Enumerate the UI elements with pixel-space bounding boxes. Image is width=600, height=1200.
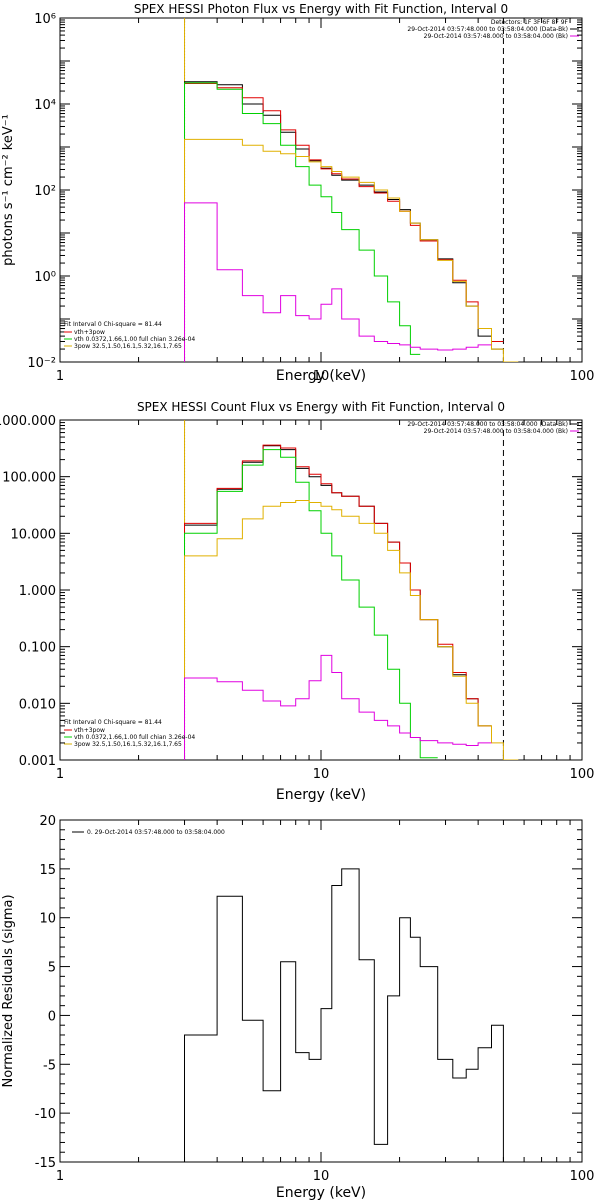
y-tick-label: 1.000 [19, 584, 56, 599]
x-tick-label: 100 [570, 767, 595, 782]
x-tick-label: 10 [313, 1169, 330, 1184]
x-axis-label: Energy (keV) [276, 368, 366, 384]
y-tick-label: 15 [39, 863, 56, 878]
series-1-line [184, 868, 504, 1162]
y-tick-label: 0.010 [19, 697, 56, 712]
chart-panel-3: 1 10 100 -15 -10 -5 0 5 10 15 20 Energy (keV) Normal… [1, 814, 594, 1200]
legend-entry-label: 29-Oct-2014 03:57:48.000 to 03:58:04.000… [407, 26, 568, 33]
y-axis-label: Normalized Residuals (sigma) [1, 894, 16, 1087]
y-axis-label: photons s⁻¹ cm⁻² keV⁻¹ [1, 114, 16, 266]
series-2-line [184, 444, 492, 760]
x-axis-label: Energy (keV) [276, 787, 366, 803]
y-tick-label: 100.000 [2, 471, 56, 486]
y-tick-label: -10 [35, 1107, 56, 1122]
series-4-line [184, 500, 519, 760]
chart-title: SPEX HESSI Count Flux vs Energy with Fit… [137, 400, 505, 414]
y-tick-label: -15 [35, 1156, 56, 1171]
series-3-line [184, 82, 421, 362]
fit-legend-label: 3pow 32.5,1.50,16.1,5.32,16.1,7.65 [74, 343, 182, 350]
fit-legend-label: vth 0.0372,1.66,1.00 full chian 3.26e-04 [74, 734, 195, 741]
x-tick-label: 10 [313, 767, 330, 782]
fit-legend-header: Fit Interval 0 Chi-square = 81.44 [64, 719, 162, 726]
fit-legend-header: Fit Interval 0 Chi-square = 81.44 [64, 321, 162, 328]
x-tick-label: 10 [313, 369, 330, 384]
x-tick-label: 1 [56, 369, 64, 384]
series-3-line [184, 449, 438, 760]
data-layer [184, 420, 519, 760]
y-tick-label: 0.001 [19, 754, 56, 769]
chart-panel-2: SPEX HESSI Count Flux vs Energy with Fit… [0, 400, 594, 803]
fit-legend-label: vth+3pow [74, 329, 105, 336]
y-tick-label: 0.100 [19, 641, 56, 656]
y-tick-label: 10⁴ [34, 98, 56, 113]
x-tick-label: 100 [570, 369, 595, 384]
legend-header: Detectors: 1F 3F 6F 8F 9F [491, 19, 569, 26]
series-2-line [184, 83, 504, 362]
series-5-line [184, 654, 492, 760]
residual-legend-label: 0. 29-Oct-2014 03:57:48.000 to 03:58:04.… [87, 829, 225, 836]
y-tick-label: 10² [34, 184, 56, 199]
fit-legend-label: vth 0.0372,1.66,1.00 full chian 3.26e-04 [74, 336, 195, 343]
fit-legend-label: vth+3pow [74, 727, 105, 734]
y-tick-label: -5 [43, 1058, 56, 1073]
y-tick-label: 10.000 [11, 527, 57, 542]
fit-legend-label: 3pow 32.5,1.50,16.1,5.32,16.1,7.65 [74, 741, 182, 748]
series-1-line [184, 81, 504, 362]
legend-entry-label: 29-Oct-2014 03:57:48.000 to 03:58:04.000… [424, 33, 568, 40]
y-tick-label: 10⁰ [34, 270, 56, 285]
chart-panel-1: SPEX HESSI Photon Flux vs Energy with Fi… [1, 2, 594, 384]
chart-title: SPEX HESSI Photon Flux vs Energy with Fi… [134, 2, 508, 16]
y-tick-label: 0 [48, 1009, 56, 1024]
data-layer [184, 868, 504, 1162]
x-tick-label: 1 [56, 767, 64, 782]
x-tick-label: 100 [570, 1169, 595, 1184]
y-tick-label: 10⁶ [34, 12, 56, 27]
y-tick-label: 5 [48, 961, 56, 976]
x-axis-label: Energy (keV) [276, 1185, 366, 1200]
y-tick-label: 10 [39, 912, 56, 927]
series-5-line [184, 202, 492, 362]
x-tick-label: 1 [56, 1169, 64, 1184]
y-tick-label: 20 [39, 814, 56, 829]
y-tick-label: 1000.000 [0, 414, 56, 429]
series-4-line [184, 138, 519, 362]
legend-entry-label: 29-Oct-2014 03:57:48.000 to 03:58:04.000… [424, 428, 568, 435]
data-layer [184, 18, 519, 362]
legend-entry-label: 29-Oct-2014 03:57:48.000 to 03:58:04.000… [407, 421, 568, 428]
y-tick-label: 10⁻² [27, 356, 56, 371]
